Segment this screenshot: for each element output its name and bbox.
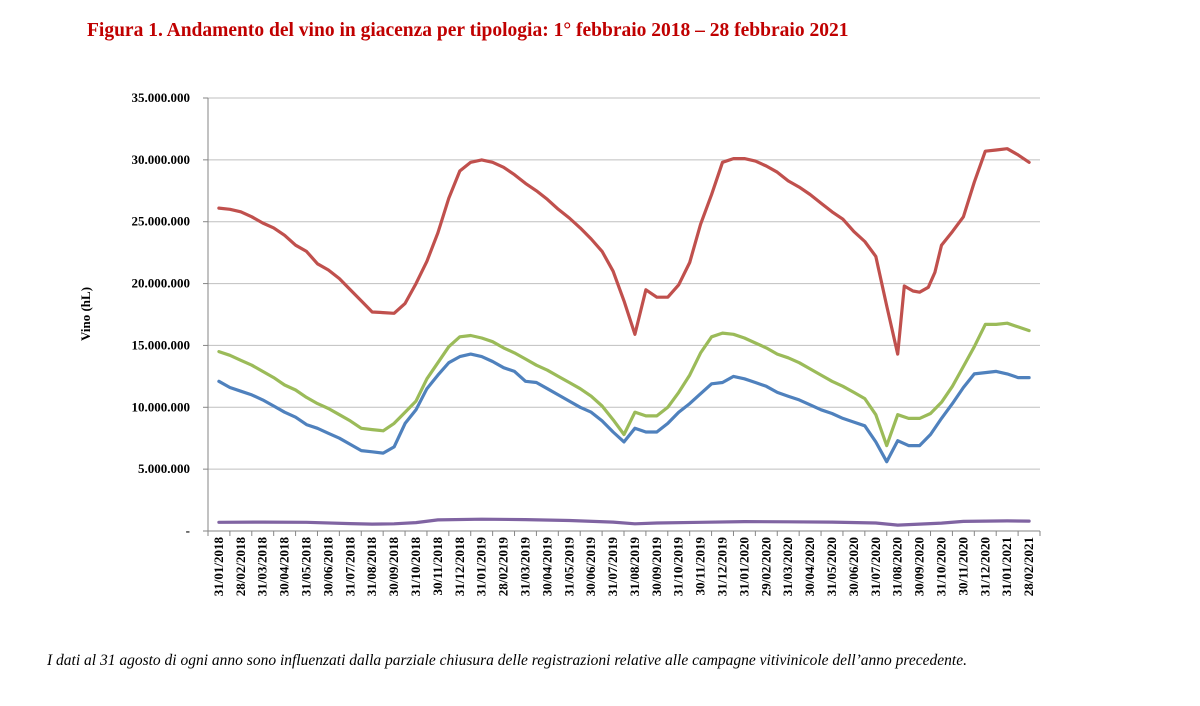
x-tick-label: 31/07/2020	[868, 537, 883, 596]
y-tick-label: 25.000.000	[132, 214, 191, 229]
series-line-rosso	[217, 147, 1031, 356]
series-lines	[217, 147, 1031, 527]
x-tick-label: 31/03/2020	[780, 537, 795, 596]
x-tick-label: 31/03/2018	[255, 537, 270, 597]
x-tick-label: 30/11/2019	[693, 537, 708, 596]
gridlines	[208, 97, 1040, 470]
series-line-rosato	[217, 517, 1031, 527]
x-tick-label: 31/08/2019	[627, 537, 642, 597]
x-tick-label: 31/05/2020	[824, 537, 839, 596]
x-tick-label: 28/02/2019	[496, 537, 511, 597]
y-tick-label: 30.000.000	[132, 152, 191, 167]
x-tick-label: 30/09/2018	[386, 537, 401, 597]
y-tick-label: 35.000.000	[132, 90, 191, 105]
series-line-bianco	[217, 321, 1031, 448]
footnote: I dati al 31 agosto di ogni anno sono in…	[47, 652, 967, 669]
x-tick-label: 30/04/2019	[539, 537, 554, 597]
x-tick-label: 31/01/2020	[736, 537, 751, 596]
x-tick-label: 30/11/2018	[430, 537, 445, 596]
x-tick-label: 31/05/2019	[561, 537, 576, 597]
series-line-altro	[217, 352, 1031, 464]
x-tick-label: 29/02/2020	[758, 537, 773, 596]
figure-title: Figura 1. Andamento del vino in giacenza…	[87, 20, 849, 41]
x-tick-label: 31/01/2019	[474, 537, 489, 597]
y-tick-label: 10.000.000	[132, 399, 191, 414]
y-axis: - 5.000.000 10.000.000 15.000.000 20.000.000…	[132, 90, 209, 538]
x-tick-label: 30/04/2020	[802, 537, 817, 596]
x-tick-label: 31/01/2021	[999, 537, 1014, 596]
x-tick-label: 30/06/2019	[583, 537, 598, 597]
x-tick-label: 31/12/2018	[452, 537, 467, 597]
x-tick-label: 31/10/2018	[408, 537, 423, 597]
x-tick-label: 30/09/2019	[649, 537, 664, 597]
x-tick-label: 31/10/2019	[671, 537, 686, 597]
x-tick-label: 31/01/2018	[211, 537, 226, 597]
x-tick-label: 31/08/2018	[364, 537, 379, 597]
y-tick-label: -	[186, 523, 190, 538]
x-tick-label: 30/06/2018	[320, 537, 335, 597]
line-chart: - 5.000.000 10.000.000 15.000.000 20.000.000…	[78, 90, 1041, 597]
x-tick-label: 31/03/2019	[517, 537, 532, 597]
x-tick-label: 31/08/2020	[890, 537, 905, 596]
x-tick-label: 30/06/2020	[846, 537, 861, 596]
y-axis-label: Vino (hL)	[78, 287, 93, 341]
y-tick-label: 20.000.000	[132, 276, 191, 291]
x-tick-label: 28/02/2018	[233, 537, 248, 597]
y-tick-label: 5.000.000	[138, 461, 190, 476]
x-tick-label: 30/09/2020	[912, 537, 927, 596]
x-tick-label: 31/12/2019	[715, 537, 730, 597]
x-tick-label: 30/11/2020	[955, 537, 970, 596]
x-tick-label: 31/12/2020	[977, 537, 992, 596]
x-tick-label: 30/04/2018	[277, 537, 292, 597]
x-axis: 31/01/2018 28/02/2018 31/03/2018 30/04/2018…	[207, 530, 1041, 597]
x-tick-label: 31/07/2018	[342, 537, 357, 597]
y-tick-label: 15.000.000	[132, 337, 191, 352]
x-tick-label: 31/10/2020	[933, 537, 948, 596]
x-tick-label: 31/07/2019	[605, 537, 620, 597]
x-tick-label: 28/02/2021	[1021, 537, 1036, 596]
x-tick-label: 31/05/2018	[299, 537, 314, 597]
